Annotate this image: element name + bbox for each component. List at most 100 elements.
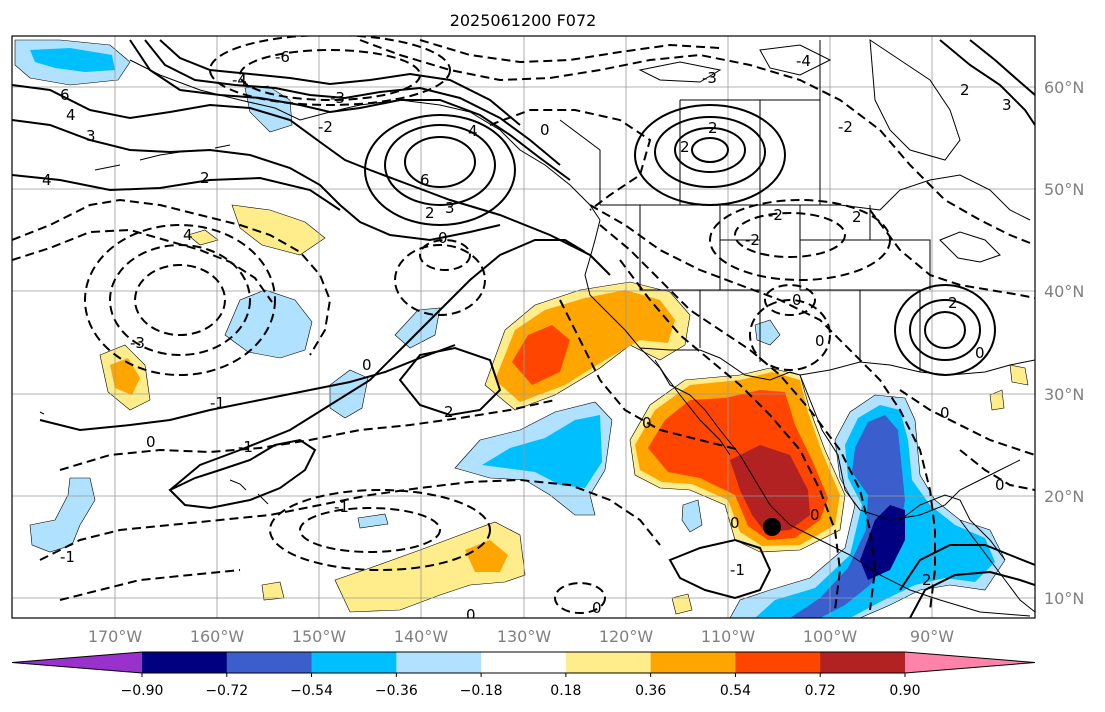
coast-yucatan — [899, 494, 1006, 561]
colorbar: −0.90 −0.72 −0.54 −0.36 −0.18 0.18 0.36 0.54 0.7… — [11, 651, 1036, 699]
contour-one-hawaii — [168, 438, 317, 510]
border-us-canada — [600, 204, 881, 211]
lat-label: 50°N — [1044, 180, 1084, 199]
colorbar-extend-low — [12, 652, 142, 673]
contour-label: 0 — [466, 606, 476, 624]
shade-pos-light-9 — [1009, 364, 1029, 386]
shade-pos-light-10 — [989, 389, 1005, 411]
arctic-islands-2 — [759, 44, 832, 76]
contour-label: 2 — [960, 81, 970, 99]
lat-label: 20°N — [1044, 487, 1084, 506]
high-canada-4 — [691, 137, 729, 163]
contour-label: 3 — [86, 127, 96, 145]
high-east-1 — [894, 284, 996, 376]
dash-east-1 — [879, 129, 1035, 246]
contour-label: 6 — [420, 171, 430, 189]
contour-zero-lower — [39, 344, 456, 432]
shade-pos-light-3 — [334, 521, 526, 613]
contour-pos-north-3 — [12, 174, 341, 211]
low-mex-2 — [764, 284, 816, 316]
shade-pos-darkest-2 — [730, 445, 810, 532]
lon-label: 150°W — [292, 627, 347, 646]
colorbar-tick-label: −0.18 — [460, 683, 503, 699]
contour-label: 3 — [1002, 96, 1012, 114]
high-east-3 — [924, 311, 966, 349]
shade-neg-light-3 — [224, 289, 313, 359]
map-panel: 6 4 3 4 2 6 4 3 2 0 2 2 0 -6 -4 -3 -2 -3… — [11, 35, 1036, 624]
low-rockies-2 — [734, 212, 846, 258]
colorbar-tick-label: −0.72 — [205, 683, 248, 699]
low-sub-1 — [394, 244, 486, 316]
shade-neg-darkest-2 — [860, 505, 905, 580]
central-america — [959, 519, 1035, 613]
contour-label: -2 — [768, 206, 783, 224]
colorbar-segment — [650, 652, 736, 673]
shade-neg-light-9 — [754, 319, 781, 346]
lon-label: 130°W — [497, 627, 552, 646]
contour-ne-2 — [969, 39, 1035, 96]
dash-upper-1 — [359, 39, 881, 131]
high-ne-pacific-3 — [404, 136, 476, 188]
contour-plus2-loop — [398, 346, 502, 417]
lon-label: 160°W — [190, 627, 245, 646]
dash-westcoast-2 — [12, 228, 273, 303]
contour-label: -4 — [232, 71, 247, 89]
coast-canada-east — [879, 174, 1031, 221]
shade-neg-light-5 — [394, 307, 441, 349]
shade-pos-light-6 — [187, 229, 219, 246]
dash-sub-1 — [59, 399, 556, 471]
great-lakes — [939, 231, 1001, 263]
contour-label: -1 — [238, 438, 253, 456]
contour-label: -2 — [318, 118, 333, 136]
lon-labels: 170°W 160°W 150°W 140°W 130°W 120°W 110°… — [88, 627, 954, 646]
contour-label: 4 — [468, 122, 478, 140]
low-alaska-2 — [239, 49, 421, 101]
colorbar-tick-label: 0.54 — [720, 683, 751, 699]
contour-label: 0 — [592, 599, 602, 617]
high-canada-1 — [634, 104, 786, 206]
colorbar-segment — [142, 652, 228, 673]
canada-provinces — [559, 40, 821, 205]
solid-contours — [12, 39, 1035, 618]
colorbar-segment — [735, 652, 821, 673]
dashed-contours — [12, 36, 1035, 614]
high-canada-2 — [654, 116, 766, 188]
shade-pos-light-4 — [231, 204, 326, 256]
shade-neg-light-11 — [357, 513, 389, 529]
gridlines — [12, 36, 1035, 618]
colorbar-segment — [396, 652, 482, 673]
dash-sub-2 — [39, 478, 661, 561]
contour-label: -2 — [838, 118, 853, 136]
colorbar-tick-label: 0.72 — [805, 683, 836, 699]
high-ne-pacific-2 — [384, 124, 496, 206]
dash-east-4 — [959, 449, 1035, 491]
dash-east-2 — [869, 209, 1035, 299]
contour-label: 2 — [200, 169, 210, 187]
high-ne-pacific-1 — [364, 114, 516, 226]
contour-label: 0 — [792, 291, 802, 309]
shade-pos-dark-1 — [512, 325, 570, 385]
colorbar-tick-label: −0.90 — [121, 683, 164, 699]
colorbar-tick-label: 0.18 — [550, 683, 581, 699]
storm-center-marker — [763, 518, 781, 536]
shade-neg-light-8 — [29, 477, 96, 553]
contour-label: 0 — [815, 332, 825, 350]
contour-label: 0 — [730, 514, 740, 532]
contour-label: 2 — [948, 294, 958, 312]
contour-label: 0 — [810, 506, 820, 524]
low-alaska-1 — [209, 36, 451, 106]
contour-pos-north-2 — [12, 119, 501, 242]
contour-pos-arc-top-2 — [144, 39, 561, 166]
high-east-2 — [909, 299, 981, 361]
colorbar-segment — [311, 652, 397, 673]
contour-pos-north-1 — [12, 84, 611, 276]
coastlines — [39, 39, 1035, 617]
contour-label: -1 — [210, 394, 225, 412]
shade-neg-mid-1 — [482, 415, 602, 488]
contour-label: -1 — [334, 498, 349, 516]
low-central-pacific-3 — [134, 264, 226, 336]
colorbar-tick-label: 0.36 — [635, 683, 666, 699]
positive-shading — [99, 204, 1029, 615]
shade-pos-mid-5 — [110, 358, 140, 395]
